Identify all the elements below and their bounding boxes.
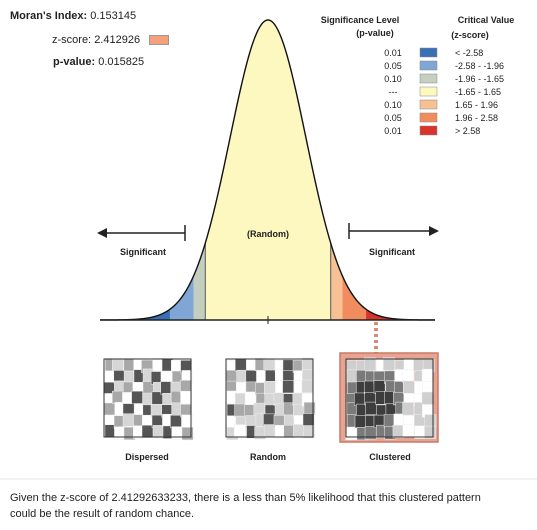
legend-swatch-5 <box>419 99 438 110</box>
map-cell <box>421 368 434 383</box>
right-arrow <box>348 223 439 239</box>
map-cell <box>364 357 376 371</box>
legend-p-value-5: 0.10 <box>384 100 402 110</box>
map-cell <box>392 424 405 439</box>
z-score-swatch <box>149 35 170 46</box>
p-value-row: p-value: 0.015825 <box>53 56 144 68</box>
legend-swatch-4 <box>419 86 438 97</box>
legend-z-range-7: > 2.58 <box>455 126 480 136</box>
map-cell <box>402 424 415 438</box>
z-score-value: 2.412926 <box>94 34 141 46</box>
legend-swatch-7 <box>419 125 438 136</box>
legend-p-value-3: 0.10 <box>384 74 402 84</box>
map-cell <box>402 402 414 416</box>
legend-z-range-4: -1.65 - 1.65 <box>455 87 501 97</box>
legend-swatch-6 <box>419 112 438 123</box>
legend-p-value-6: 0.05 <box>384 113 402 123</box>
map-cell <box>282 380 295 394</box>
legend-crit-header-2: (z-score) <box>451 30 489 40</box>
map-cell <box>353 392 366 406</box>
curve-region-3 <box>193 243 206 320</box>
legend-p-value-1: 0.01 <box>384 48 402 58</box>
legend-p-value-2: 0.05 <box>384 61 402 71</box>
legend-p-value-4: --- <box>389 87 398 97</box>
map-cell <box>383 357 395 371</box>
map-cell <box>302 413 315 427</box>
map-cell <box>234 403 246 417</box>
morans-index-row: Moran's Index: 0.153145 <box>10 10 136 22</box>
significant-right-label: Significant <box>369 247 415 257</box>
map-cell <box>365 401 378 415</box>
interpretation-caption: Given the z-score of 2.41292633233, ther… <box>10 492 481 520</box>
map-cell <box>424 414 437 428</box>
map-cell <box>141 424 154 439</box>
map-cell <box>244 391 257 405</box>
legend: Significance Level (p-value) Critical Va… <box>321 15 515 136</box>
p-value-label: p-value: <box>53 56 96 68</box>
map-random <box>225 357 316 441</box>
curve-region-4 <box>205 20 331 321</box>
map-cell <box>303 425 315 439</box>
map-cell <box>354 415 367 429</box>
map-cell <box>152 425 165 439</box>
map-cell <box>112 358 124 372</box>
legend-z-range-6: 1.96 - 2.58 <box>455 113 498 123</box>
map-cell <box>265 369 277 383</box>
map-cell <box>263 358 276 372</box>
map-cell <box>424 425 436 440</box>
map-cell <box>112 390 124 405</box>
map-cell <box>234 358 247 372</box>
map-cell <box>103 402 116 416</box>
map-frame <box>103 358 192 438</box>
map-cell <box>301 357 314 371</box>
z-score-row: z-score: 2.412926 <box>52 34 170 46</box>
map-cell <box>264 381 276 395</box>
legend-z-range-2: -2.58 - -1.96 <box>455 61 504 71</box>
map-cell <box>131 390 144 405</box>
legend-z-range-1: < -2.58 <box>455 48 483 58</box>
map-cell <box>123 358 136 372</box>
legend-sig-header-1: Significance Level <box>321 15 400 25</box>
legend-z-range-5: 1.65 - 1.96 <box>455 100 498 110</box>
map-cell <box>402 380 415 394</box>
bell-curve <box>99 19 436 321</box>
map-cell <box>263 424 276 438</box>
map-cell <box>170 414 182 429</box>
curve-outline <box>99 19 436 321</box>
map-cell <box>233 424 246 438</box>
map-cell <box>180 390 192 405</box>
legend-swatch-1 <box>419 47 438 58</box>
clustered-map-label: Clustered <box>369 452 411 462</box>
legend-p-value-7: 0.01 <box>384 126 402 136</box>
legend-swatch-3 <box>419 73 438 84</box>
map-cell <box>160 381 173 395</box>
map-frame <box>225 358 314 438</box>
z-score-label: z-score: <box>52 34 92 46</box>
map-cell <box>181 427 194 441</box>
map-cell <box>245 370 258 384</box>
random-map-label: Random <box>250 452 286 462</box>
dispersed-map-label: Dispersed <box>125 452 169 462</box>
random-curve-label: (Random) <box>247 229 289 239</box>
significant-left-label: Significant <box>120 247 166 257</box>
legend-sig-header-2: (p-value) <box>356 28 394 38</box>
map-dispersed <box>102 357 194 441</box>
map-cell <box>345 427 358 441</box>
left-arrow <box>97 225 186 241</box>
morans-index-label: Moran's Index: <box>10 10 88 22</box>
map-frame <box>345 358 434 438</box>
map-cell <box>301 379 314 393</box>
map-cell <box>421 391 434 405</box>
legend-crit-header-1: Critical Value <box>458 15 515 25</box>
legend-swatch-2 <box>419 60 438 71</box>
p-value-value: 0.015825 <box>98 56 145 68</box>
map-cell <box>102 370 115 384</box>
legend-z-range-3: -1.96 - -1.65 <box>455 74 504 84</box>
morans-index-value: 0.153145 <box>90 10 137 22</box>
map-clustered <box>339 352 439 443</box>
curve-region-5 <box>330 243 343 320</box>
map-cell <box>122 413 135 427</box>
